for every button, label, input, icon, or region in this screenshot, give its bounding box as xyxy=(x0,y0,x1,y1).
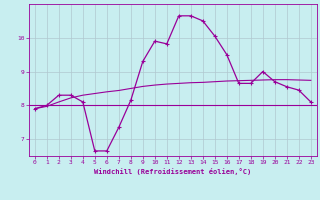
X-axis label: Windchill (Refroidissement éolien,°C): Windchill (Refroidissement éolien,°C) xyxy=(94,168,252,175)
